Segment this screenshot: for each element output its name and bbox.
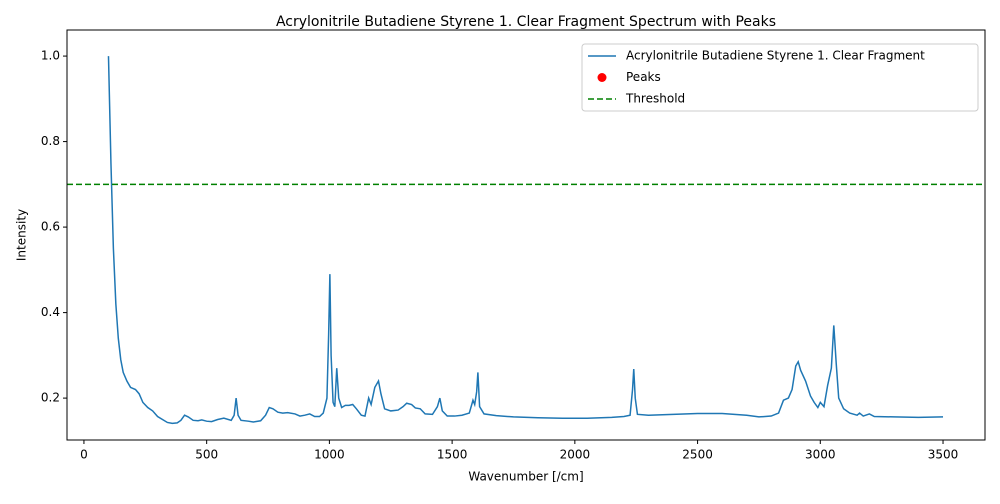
x-axis-label: Wavenumber [/cm] [468,470,583,484]
y-tick-label: 0.4 [41,305,60,319]
legend-label: Acrylonitrile Butadiene Styrene 1. Clear… [626,49,925,63]
y-tick-label: 0.8 [41,134,60,148]
x-tick-label: 2500 [682,448,713,462]
plot-frame [66,29,986,441]
y-tick-label: 0.6 [41,220,60,234]
legend-marker [597,73,607,82]
legend-box [581,43,979,112]
x-tick-label: 2000 [560,448,591,462]
x-tick-label: 1500 [437,448,468,462]
chart-title: Acrylonitrile Butadiene Styrene 1. Clear… [276,14,776,30]
x-tick-label: 3500 [928,448,959,462]
x-tick-label: 0 [80,448,88,462]
x-tick-label: 3000 [805,448,836,462]
x-tick-label: 500 [195,448,218,462]
y-axis-label: Intensity [15,209,29,261]
y-tick-label: 1.0 [41,49,60,63]
x-tick-label: 1000 [314,448,345,462]
legend-label: Peaks [626,70,661,84]
spectrum-line [107,56,944,425]
y-tick-label: 0.2 [41,391,60,405]
legend-label: Threshold [625,92,685,106]
